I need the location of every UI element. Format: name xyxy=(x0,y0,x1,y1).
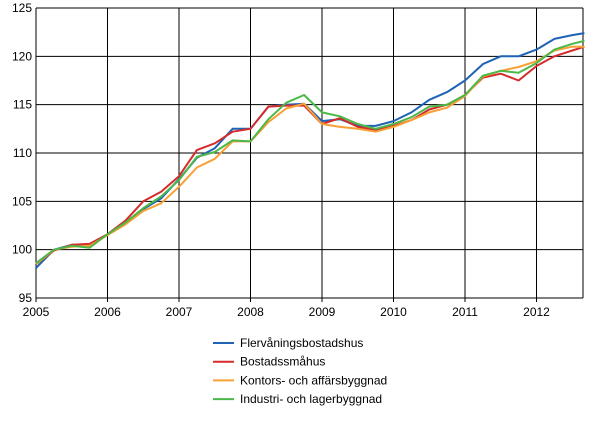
x-tick-label: 2012 xyxy=(523,305,550,319)
grid xyxy=(35,7,584,302)
series-line-3 xyxy=(35,39,585,264)
x-tick-label: 2010 xyxy=(380,305,407,319)
legend-label: Industri- och lagerbyggnad xyxy=(240,392,382,406)
series-line-2 xyxy=(35,45,585,265)
legend-label: Bostadssmåhus xyxy=(240,355,325,369)
series-line-1 xyxy=(35,45,585,265)
legend: Flervåningsbostadshus Bostadssmåhus Kontor… xyxy=(213,336,387,406)
y-tick-label: 125 xyxy=(12,1,32,15)
x-tick-label: 2011 xyxy=(452,305,478,319)
x-tick-label: 2006 xyxy=(94,305,121,319)
y-tick-label: 105 xyxy=(12,194,32,208)
y-axis-ticks: 95 100 105 110 115 120 125 xyxy=(12,1,32,305)
x-tick-label: 2009 xyxy=(309,305,336,319)
x-tick-label: 2008 xyxy=(237,305,264,319)
x-tick-label: 2007 xyxy=(166,305,193,319)
legend-label: Flervåningsbostadshus xyxy=(240,336,363,350)
series-line-0 xyxy=(35,32,585,269)
x-axis-ticks: 2005 2006 2007 2008 2009 2010 2011 2012 xyxy=(23,305,551,319)
series-lines xyxy=(35,32,585,269)
y-tick-label: 110 xyxy=(13,146,32,160)
legend-label: Kontors- och affärsbyggnad xyxy=(240,373,387,387)
x-tick-label: 2005 xyxy=(23,305,50,319)
y-tick-label: 115 xyxy=(13,98,32,112)
y-tick-label: 95 xyxy=(19,291,33,305)
y-tick-label: 100 xyxy=(12,243,32,257)
y-tick-label: 120 xyxy=(12,49,32,63)
